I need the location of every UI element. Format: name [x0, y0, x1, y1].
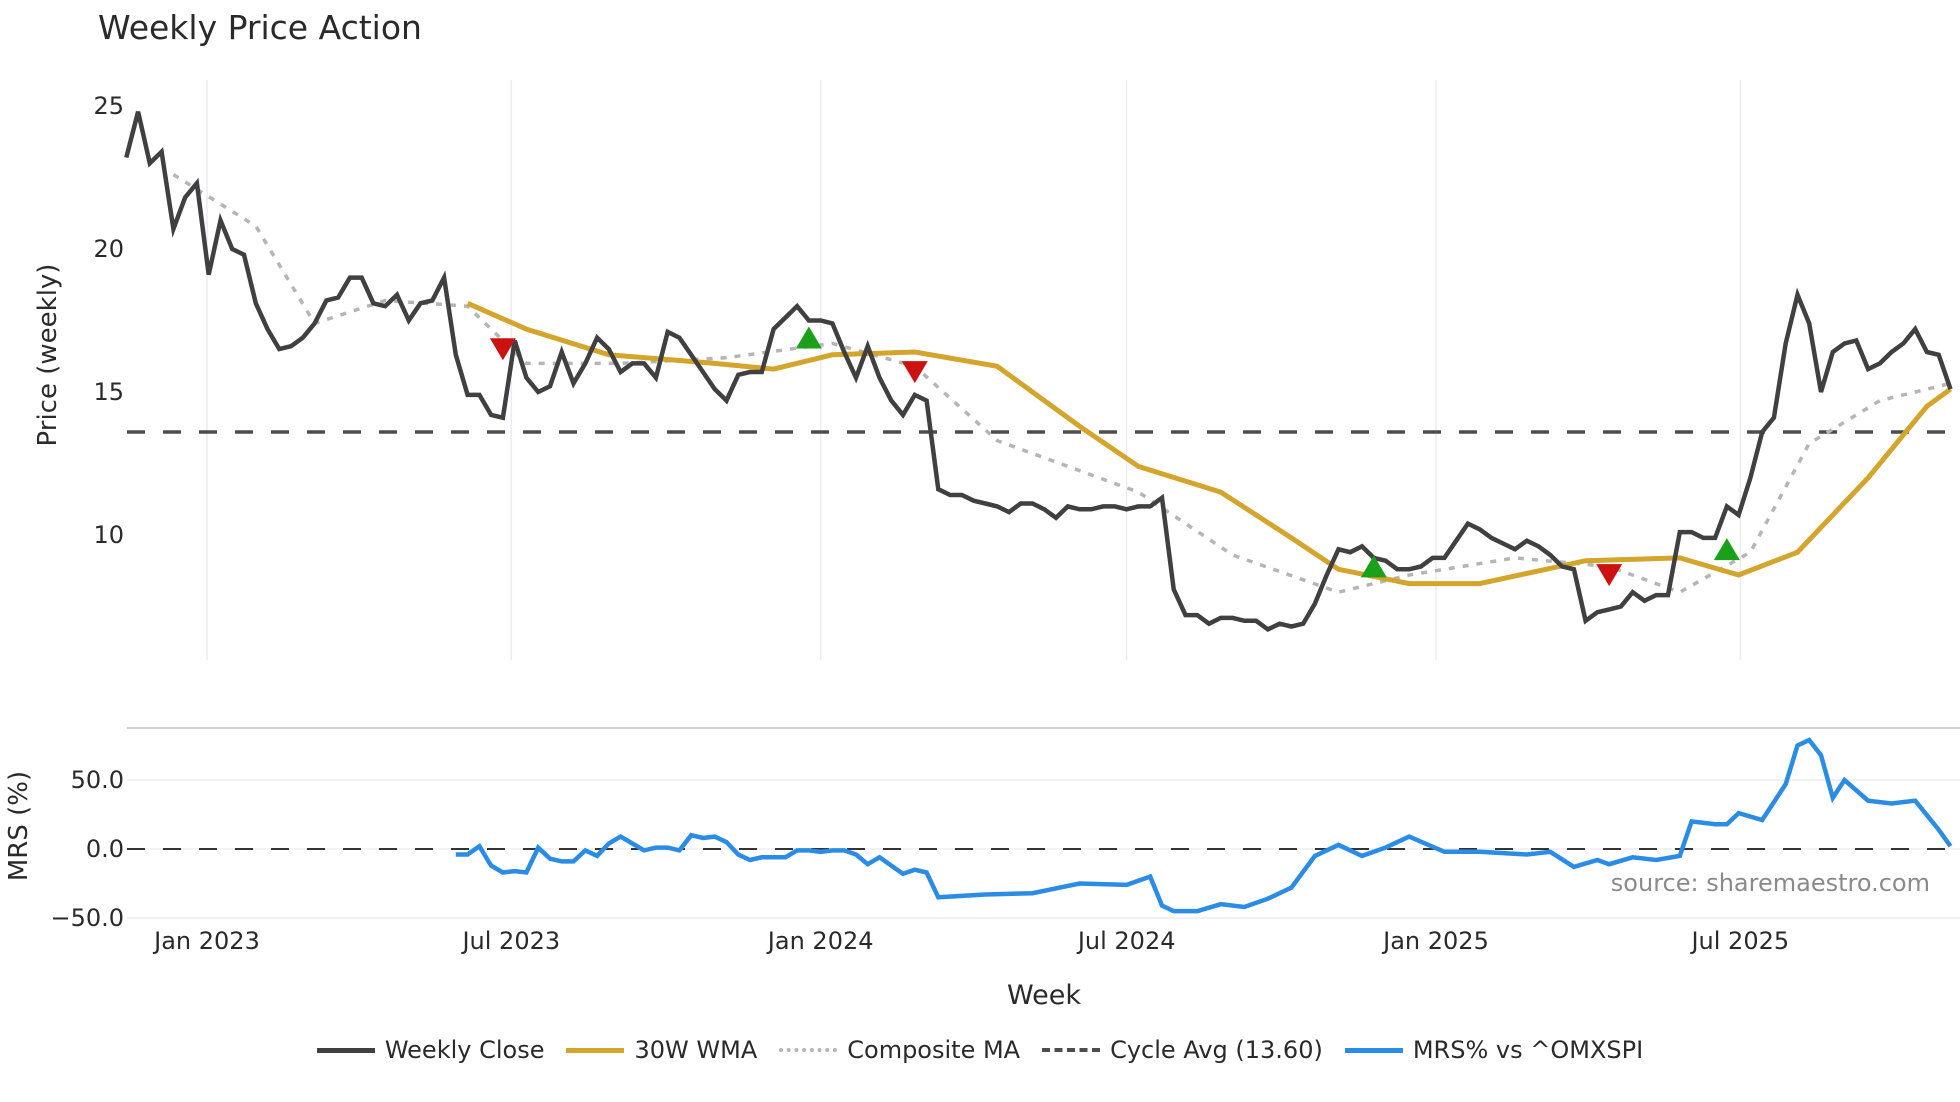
chart-title: Weekly Price Action [98, 8, 422, 47]
legend-swatch-icon [1042, 1048, 1101, 1052]
legend-label: Cycle Avg (13.60) [1110, 1036, 1323, 1064]
watermark: source: sharemaestro.com [1611, 869, 1930, 897]
price-y-tick: 20 [93, 235, 124, 263]
price-y-ticks: 25 20 15 10 [93, 92, 124, 549]
legend: Weekly Close 30W WMA Composite MA Cycle Avg… [0, 1036, 1960, 1064]
legend-item[interactable]: Composite MA [779, 1036, 1020, 1064]
mrs-y-ticks: 50.0 0.0 −50.0 [50, 766, 124, 932]
mrs-y-tick: 0.0 [86, 835, 124, 863]
x-tick-label: Jul 2023 [460, 927, 560, 955]
sell-signal-marker [1596, 564, 1623, 587]
legend-swatch-icon [316, 1047, 375, 1053]
legend-label: 30W WMA [634, 1036, 758, 1064]
legend-label: MRS% vs ^OMXSPI [1412, 1036, 1644, 1064]
mrs-line [455, 737, 1953, 914]
x-axis-ticks: Jan 2023 Jul 2023 Jan 2024 Jul 2024 Jan 2025… [152, 927, 1789, 955]
x-tick-label: Jan 2023 [152, 927, 260, 955]
mrs-y-label: MRS (%) [4, 771, 34, 881]
x-axis-label: Week [1007, 980, 1081, 1011]
composite-ma-line [172, 173, 1951, 595]
wma-30w-line [466, 301, 1952, 587]
price-gridlines [206, 80, 1742, 660]
price-y-tick: 25 [93, 92, 124, 120]
price-y-label: Price (weekly) [33, 264, 63, 447]
legend-label: Composite MA [847, 1036, 1021, 1064]
legend-swatch-icon [566, 1047, 625, 1053]
legend-item[interactable]: Weekly Close [316, 1036, 545, 1064]
sell-signal-marker [901, 361, 928, 384]
buy-signal-marker [1360, 555, 1387, 578]
legend-item[interactable]: 30W WMA [566, 1036, 757, 1064]
legend-item[interactable]: Cycle Avg (13.60) [1042, 1036, 1323, 1064]
x-tick-label: Jan 2024 [766, 927, 874, 955]
x-tick-label: Jul 2024 [1076, 927, 1176, 955]
buy-signal-marker [795, 326, 822, 349]
x-tick-label: Jan 2025 [1381, 927, 1489, 955]
buy-signal-marker [1713, 538, 1740, 561]
legend-swatch-icon [779, 1048, 838, 1052]
weekly-close-line [124, 111, 1953, 633]
price-y-tick: 15 [93, 378, 124, 406]
signal-markers [489, 326, 1740, 587]
legend-label: Weekly Close [384, 1036, 545, 1064]
sell-signal-marker [489, 338, 516, 361]
legend-swatch-icon [1344, 1047, 1403, 1053]
mrs-y-tick: 50.0 [71, 766, 124, 794]
legend-item[interactable]: MRS% vs ^OMXSPI [1344, 1036, 1644, 1064]
mrs-y-tick: −50.0 [50, 904, 124, 932]
x-tick-label: Jul 2025 [1689, 927, 1789, 955]
price-y-tick: 10 [93, 521, 124, 549]
